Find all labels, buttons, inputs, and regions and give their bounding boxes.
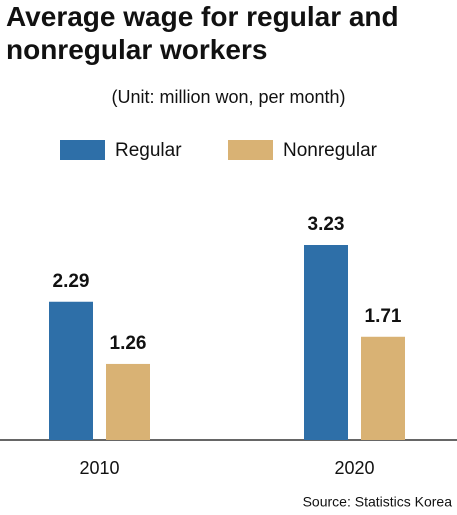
x-tick-label: 2010 — [79, 458, 119, 478]
chart-subtitle: (Unit: million won, per month) — [111, 87, 346, 107]
data-label: 2.29 — [53, 271, 90, 292]
bar — [361, 336, 405, 440]
bar — [106, 363, 150, 440]
legend-swatch — [228, 140, 273, 160]
legend-swatch — [60, 140, 105, 160]
legend-label: Regular — [115, 140, 182, 161]
data-label: 3.23 — [308, 214, 345, 235]
bar — [49, 301, 93, 440]
data-label: 1.26 — [110, 333, 147, 354]
x-tick-label: 2020 — [334, 458, 374, 478]
bar — [304, 245, 348, 440]
data-label: 1.71 — [365, 306, 402, 327]
chart-title: Average wage for regular and nonregular … — [6, 1, 399, 65]
source: Source: Statistics Korea — [303, 494, 453, 510]
legend-label: Nonregular — [283, 140, 378, 161]
